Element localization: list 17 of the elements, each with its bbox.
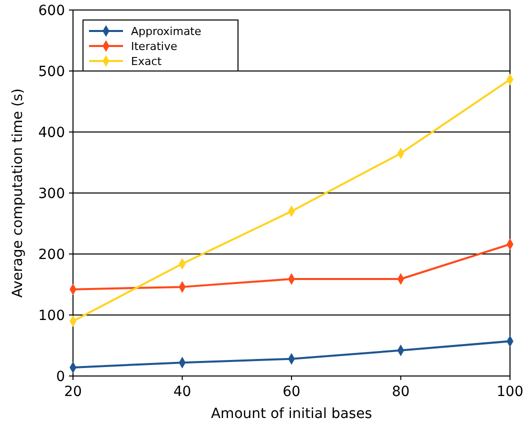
x-tick-label: 60 — [282, 384, 300, 400]
y-tick-label: 600 — [38, 2, 65, 19]
x-tick-label: 100 — [496, 384, 524, 400]
x-axis-title: Amount of initial bases — [210, 406, 372, 422]
y-tick-label: 200 — [38, 246, 65, 263]
legend-label: Approximate — [131, 24, 202, 38]
y-tick-label: 100 — [38, 308, 65, 324]
x-tick-label: 20 — [64, 384, 82, 400]
y-tick-label: 500 — [38, 64, 65, 80]
x-tick-label: 40 — [173, 384, 192, 400]
legend-label: Iterative — [131, 40, 178, 53]
y-tick-label: 300 — [38, 186, 65, 202]
y-axis-title: Average computation time (s) — [10, 88, 26, 298]
y-tick-label: 400 — [38, 124, 65, 141]
x-tick-label: 80 — [392, 384, 410, 400]
y-tick-label: 0 — [56, 368, 65, 385]
legend-label: Exact — [131, 54, 162, 68]
